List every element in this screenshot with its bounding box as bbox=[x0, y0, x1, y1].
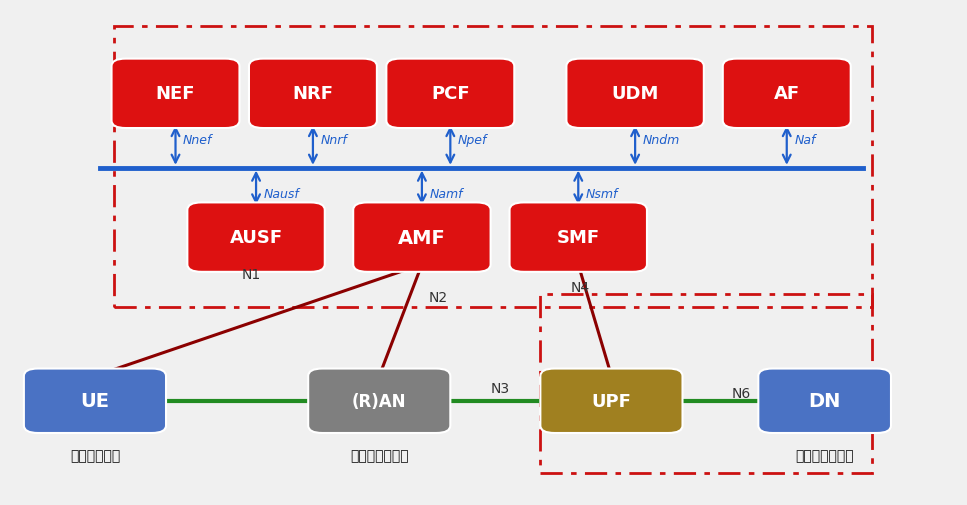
FancyBboxPatch shape bbox=[722, 60, 851, 129]
FancyBboxPatch shape bbox=[353, 203, 490, 272]
Text: AF: AF bbox=[774, 85, 800, 103]
FancyBboxPatch shape bbox=[188, 203, 325, 272]
Text: Nsmf: Nsmf bbox=[586, 188, 618, 201]
FancyBboxPatch shape bbox=[758, 369, 891, 433]
FancyBboxPatch shape bbox=[308, 369, 451, 433]
FancyBboxPatch shape bbox=[567, 60, 704, 129]
Text: AUSF: AUSF bbox=[229, 229, 282, 246]
Text: Naf: Naf bbox=[794, 133, 816, 146]
Text: 接入网（基站）: 接入网（基站） bbox=[350, 448, 409, 463]
Text: NRF: NRF bbox=[292, 85, 334, 103]
FancyBboxPatch shape bbox=[541, 369, 683, 433]
Text: Namf: Namf bbox=[429, 188, 463, 201]
Text: 终端（手机）: 终端（手机） bbox=[70, 448, 120, 463]
Text: Nnrf: Nnrf bbox=[320, 133, 347, 146]
Text: Nausf: Nausf bbox=[264, 188, 300, 201]
Text: 运营商数据网络: 运营商数据网络 bbox=[795, 448, 854, 463]
Text: Npef: Npef bbox=[458, 133, 487, 146]
Text: PCF: PCF bbox=[431, 85, 470, 103]
Text: DN: DN bbox=[808, 391, 841, 411]
Text: N2: N2 bbox=[428, 290, 448, 304]
Text: N4: N4 bbox=[571, 280, 590, 294]
Text: Nndm: Nndm bbox=[643, 133, 680, 146]
Text: N1: N1 bbox=[242, 268, 261, 282]
Text: NEF: NEF bbox=[156, 85, 195, 103]
Bar bbox=[114, 27, 872, 307]
FancyBboxPatch shape bbox=[510, 203, 647, 272]
Bar bbox=[541, 294, 872, 473]
Text: Nnef: Nnef bbox=[183, 133, 213, 146]
Text: UPF: UPF bbox=[592, 392, 631, 410]
Text: UE: UE bbox=[80, 391, 109, 411]
Text: N3: N3 bbox=[491, 382, 511, 395]
Text: (R)AN: (R)AN bbox=[352, 392, 406, 410]
Text: UDM: UDM bbox=[611, 85, 659, 103]
FancyBboxPatch shape bbox=[387, 60, 514, 129]
Text: AMF: AMF bbox=[398, 228, 446, 247]
FancyBboxPatch shape bbox=[24, 369, 166, 433]
Text: N6: N6 bbox=[732, 386, 751, 400]
FancyBboxPatch shape bbox=[111, 60, 240, 129]
Text: SMF: SMF bbox=[557, 229, 600, 246]
FancyBboxPatch shape bbox=[249, 60, 377, 129]
